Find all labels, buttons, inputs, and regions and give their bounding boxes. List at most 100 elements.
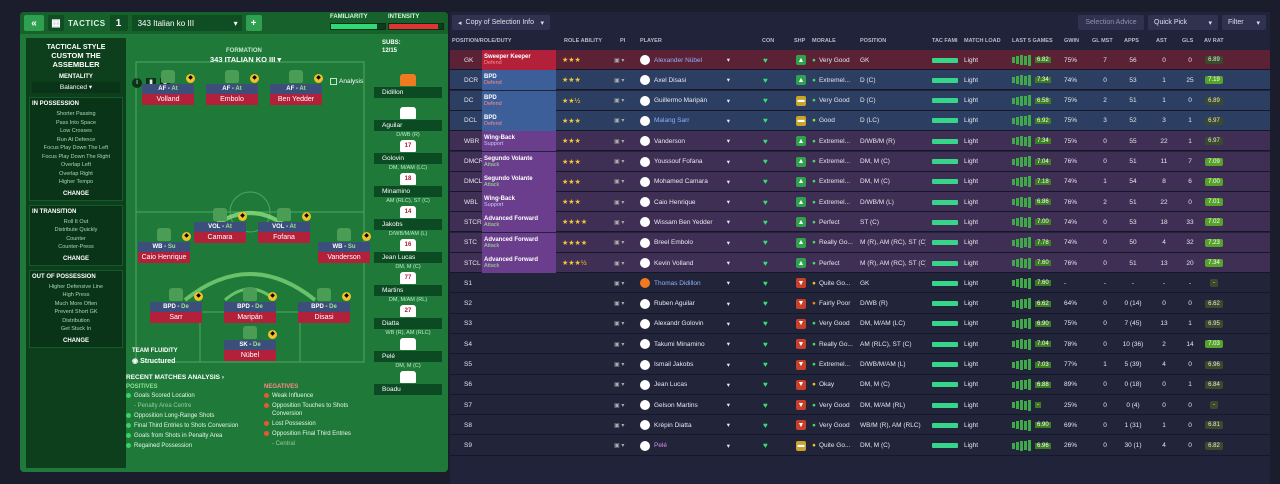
player-name[interactable]: Malang Sarr ▾ (640, 111, 730, 131)
table-row[interactable]: DCR BPD Defend ★★★ ▣ ▾ Axel Disasi ▾ ♥ ▲ ● Extreme… (450, 70, 1270, 91)
col-gl-mst[interactable]: GL MST (1092, 38, 1113, 44)
info-icon[interactable]: i (132, 78, 142, 88)
col-con[interactable]: CON (762, 38, 775, 44)
player-instructions-icon[interactable]: ▣ ▾ (614, 260, 625, 267)
player-name[interactable]: Breel Embolo ▾ (640, 233, 730, 253)
chevron-down-icon[interactable]: ▾ (726, 158, 730, 166)
position-tag[interactable]: BPD - De Maripán (224, 302, 276, 323)
chevron-down-icon[interactable]: ▾ (726, 381, 730, 389)
player-instructions-icon[interactable]: ▣ ▾ (614, 179, 625, 186)
player-name[interactable]: Alexander Nübel ▾ (640, 50, 730, 70)
role-duty-cell[interactable]: BPD Defend (482, 70, 556, 91)
player-instructions-icon[interactable]: ▣ ▾ (614, 159, 625, 165)
chevron-down-icon[interactable]: ▾ (726, 77, 730, 85)
role-duty-cell[interactable]: Wing-Back Support (482, 131, 556, 152)
sub-player[interactable]: Aguilar D/WB (R) (374, 107, 442, 138)
player-name[interactable]: Ruben Aguilar ▾ (640, 294, 730, 314)
chevron-down-icon[interactable]: ▾ (726, 219, 730, 227)
col-last-5-games[interactable]: LAST 5 GAMES (1012, 38, 1053, 44)
player-instructions-icon[interactable]: ▣ ▾ (614, 382, 625, 389)
position-tag[interactable]: AF - At Volland (142, 84, 194, 105)
player-name[interactable]: Vanderson ▾ (640, 131, 730, 151)
position-tag[interactable]: AF - At Embolo (206, 84, 258, 105)
player-name[interactable]: Jean Lucas ▾ (640, 375, 730, 395)
chevron-down-icon[interactable]: ▾ (726, 280, 730, 288)
table-row[interactable]: S5 ▣ ▾ Ismail Jakobs ▾ ♥ ▼ ● Extremel... D/WB/M/… (450, 354, 1270, 375)
analysis-toggle[interactable]: Analysis (330, 78, 363, 85)
chevron-down-icon[interactable]: ▾ (726, 138, 730, 146)
tactic-slot[interactable]: 1 (109, 15, 128, 31)
role-duty-cell[interactable]: Segundo Volante Attack (482, 171, 556, 192)
player-instructions-icon[interactable]: ▣ ▾ (614, 321, 625, 328)
col-shp[interactable]: SHP (794, 38, 806, 44)
position-tag[interactable]: AF - At Ben Yedder (270, 84, 322, 105)
table-row[interactable]: S2 ▣ ▾ Ruben Aguilar ▾ ♥ ▼ ● Fairly Poor D/WB (R… (450, 293, 1270, 314)
player-instructions-icon[interactable]: ▣ ▾ (614, 362, 625, 368)
table-row[interactable]: STC Advanced Forward Attack ★★★★ ▣ ▾ Breel Em… (450, 232, 1270, 253)
player-name[interactable]: Ismail Jakobs ▾ (640, 355, 730, 375)
table-row[interactable]: DMCR Segundo Volante Attack ★★★ ▣ ▾ Youssouf … (450, 151, 1270, 172)
table-row[interactable]: DCL BPD Defend ★★★ ▣ ▾ Malang Sarr ▾ ♥ ▬ ● Good D (… (450, 110, 1270, 131)
table-row[interactable]: DMCL Segundo Volante Attack ★★★ ▣ ▾ Mohamed C… (450, 171, 1270, 192)
chevron-down-icon[interactable]: ▾ (726, 239, 730, 247)
style-name[interactable]: CUSTOM THE ASSEMBLER (51, 51, 101, 69)
chevron-down-icon[interactable]: ▾ (726, 117, 730, 125)
table-row[interactable]: DC BPD Defend ★★½ ▣ ▾ Guillermo Maripán ▾ ♥ ▬ ● Ve… (450, 90, 1270, 111)
sub-player[interactable]: 18 Minamino AM (RLC), ST (C) (374, 173, 442, 204)
role-duty-cell[interactable]: Advanced Forward Attack (482, 212, 556, 233)
position-tag[interactable]: BPD - De Disasi (298, 302, 350, 323)
player-instructions-icon[interactable]: ▣ ▾ (614, 280, 625, 287)
chevron-down-icon[interactable]: ▾ (726, 320, 730, 328)
col-role-ability[interactable]: ROLE ABILITY (564, 38, 602, 44)
chevron-down-icon[interactable]: ▾ (726, 97, 730, 105)
chevron-down-icon[interactable]: ▾ (726, 178, 730, 186)
position-tag[interactable]: WB - Su Caio Henrique (138, 242, 190, 263)
role-duty-cell[interactable]: Advanced Forward Attack (482, 253, 556, 273)
sub-player[interactable]: Didillon (374, 74, 442, 100)
sub-player[interactable]: 16 Jean Lucas DM, M (C) (374, 239, 442, 270)
mentality-select[interactable]: Balanced ▾ (32, 82, 120, 93)
sub-player[interactable]: 17 Golovin DM, M/AM (LC) (374, 140, 442, 171)
player-name[interactable]: Takumi Minamino ▾ (640, 334, 730, 354)
col-pi[interactable]: PI (620, 38, 626, 44)
player-instructions-icon[interactable]: ▣ ▾ (614, 219, 625, 226)
chevron-down-icon[interactable]: ▾ (726, 57, 730, 64)
col-player[interactable]: PLAYER (640, 38, 662, 44)
player-name[interactable]: Alexandr Golovin ▾ (640, 314, 730, 334)
player-instructions-icon[interactable]: ▣ ▾ (614, 443, 625, 450)
chevron-down-icon[interactable]: ▾ (726, 422, 730, 430)
chevron-down-icon[interactable]: ▾ (726, 300, 730, 308)
filter-button[interactable]: Filter ▾ (1222, 15, 1266, 30)
col-gwin[interactable]: GWIN (1064, 38, 1079, 44)
player-name[interactable]: Pelé ▾ (640, 436, 730, 456)
change-in-possession-button[interactable]: CHANGE (62, 190, 89, 197)
col-position-role-duty[interactable]: POSITION/ROLE/DUTY (452, 38, 512, 44)
player-name[interactable]: Axel Disasi ▾ (640, 70, 730, 90)
table-row[interactable]: S6 ▣ ▾ Jean Lucas ▾ ♥ ▼ ● Okay DM, M (C) Light 6.8… (450, 374, 1270, 395)
player-instructions-icon[interactable]: ▣ ▾ (614, 402, 625, 409)
player-name[interactable]: Mohamed Camara ▾ (640, 172, 730, 192)
position-tag[interactable]: BPD - De Sarr (150, 302, 202, 323)
position-tag[interactable]: VOL - At Fofana (258, 222, 310, 243)
sub-player[interactable]: 77 Martins DM, M/AM (RL) (374, 272, 442, 303)
collapse-icon[interactable]: « (24, 15, 44, 31)
col-gls[interactable]: GLS (1182, 38, 1194, 44)
role-duty-cell[interactable]: BPD Defend (482, 90, 556, 111)
col-apps[interactable]: APPS (1124, 38, 1139, 44)
player-name[interactable]: Youssouf Fofana ▾ (640, 152, 730, 172)
recent-matches-title[interactable]: RECENT MATCHES ANALYSIS › (126, 374, 225, 381)
view-select[interactable]: ◂ Copy of Selection Info ▾ (452, 15, 550, 30)
player-instructions-icon[interactable]: ▣ ▾ (614, 77, 625, 84)
table-row[interactable]: STCR Advanced Forward Attack ★★★★ ▣ ▾ Wissam … (450, 212, 1270, 233)
chevron-down-icon[interactable]: ▾ (726, 199, 730, 207)
selection-advice-button[interactable]: Selection Advice (1078, 15, 1144, 30)
col-match-load[interactable]: MATCH LOAD (964, 38, 1001, 44)
role-duty-cell[interactable]: Wing-Back Support (482, 192, 556, 213)
player-instructions-icon[interactable]: ▣ ▾ (614, 199, 625, 206)
player-instructions-icon[interactable]: ▣ ▾ (614, 422, 625, 429)
table-row[interactable]: WBR Wing-Back Support ★★★ ▣ ▾ Vanderson ▾ ♥ ▲ ● Ex… (450, 131, 1270, 152)
chevron-down-icon[interactable]: ▾ (726, 402, 730, 410)
table-row[interactable]: S1 ▣ ▾ Thomas Didillon ▾ ♥ ▼ ● Quite Go... GK Lig… (450, 273, 1270, 294)
chevron-down-icon[interactable]: ▾ (726, 442, 730, 450)
table-row[interactable]: S9 ▣ ▾ Pelé ▾ ♥ ▬ ● Quite Go... DM, M (C) Light 6.… (450, 435, 1270, 456)
